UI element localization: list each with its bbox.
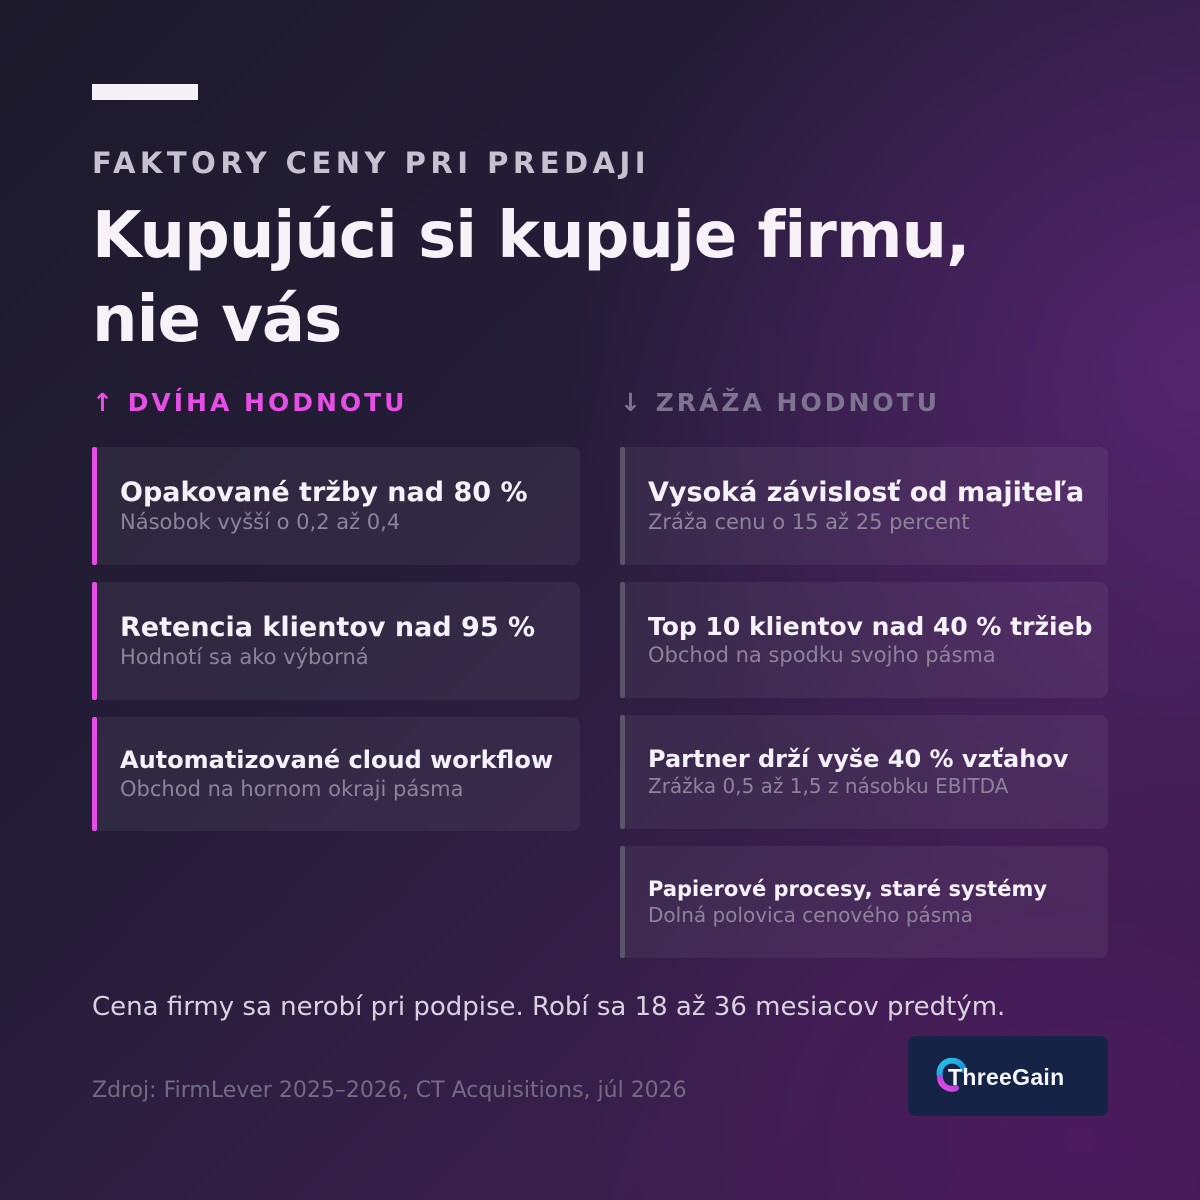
card-subtitle: Násobok vyšší o 0,2 až 0,4 xyxy=(120,510,401,535)
card-title: Retencia klientov nad 95 % xyxy=(120,612,536,644)
accent-bar xyxy=(92,84,198,100)
threegain-logo-icon xyxy=(934,1057,970,1098)
card-subtitle: Hodnotí sa ako výborná xyxy=(120,645,369,670)
card-title: Automatizované cloud workflow xyxy=(120,746,554,775)
decrease-card: Partner drží vyše 40 % vzťahov Zrážka 0,… xyxy=(620,715,1108,829)
card-subtitle: Zrážka 0,5 až 1,5 z násobku EBITDA xyxy=(648,774,1009,799)
eyebrow-label: FAKTORY CENY PRI PREDAJI xyxy=(92,146,651,180)
source-citation: Zdroj: FirmLever 2025–2026, CT Acquisiti… xyxy=(92,1078,687,1103)
increase-card: Opakované tržby nad 80 % Násobok vyšší o… xyxy=(92,447,580,565)
decrease-card: Top 10 klientov nad 40 % tržieb Obchod n… xyxy=(620,582,1108,698)
decrease-card: Vysoká závislosť od majiteľa Zráža cenu … xyxy=(620,447,1108,565)
footer-note: Cena firmy sa nerobí pri podpise. Robí s… xyxy=(92,992,1006,1022)
card-title: Partner drží vyše 40 % vzťahov xyxy=(648,744,1069,773)
decrease-card: Papierové procesy, staré systémy Dolná p… xyxy=(620,846,1108,958)
increase-card: Retencia klientov nad 95 % Hodnotí sa ak… xyxy=(92,582,580,700)
page-title: Kupujúci si kupuje firmu, nie vás xyxy=(92,199,970,357)
card-title: Papierové procesy, staré systémy xyxy=(648,877,1048,902)
card-subtitle: Obchod na hornom okraji pásma xyxy=(120,776,464,801)
card-title: Vysoká závislosť od majiteľa xyxy=(648,477,1085,509)
card-subtitle: Dolná polovica cenového pásma xyxy=(648,902,973,927)
card-title: Top 10 klientov nad 40 % tržieb xyxy=(648,611,1093,641)
threegain-logo: ThreeGain xyxy=(908,1036,1108,1116)
increase-value-heading: ↑ DVÍHA HODNOTU xyxy=(92,388,408,417)
increase-card: Automatizované cloud workflow Obchod na … xyxy=(92,717,580,831)
card-subtitle: Obchod na spodku svojho pásma xyxy=(648,643,996,668)
card-subtitle: Zráža cenu o 15 až 25 percent xyxy=(648,510,970,535)
logo-wordmark: ThreeGain xyxy=(948,1064,1065,1090)
decrease-value-heading: ↓ ZRÁŽA HODNOTU xyxy=(620,388,941,417)
card-title: Opakované tržby nad 80 % xyxy=(120,477,528,509)
